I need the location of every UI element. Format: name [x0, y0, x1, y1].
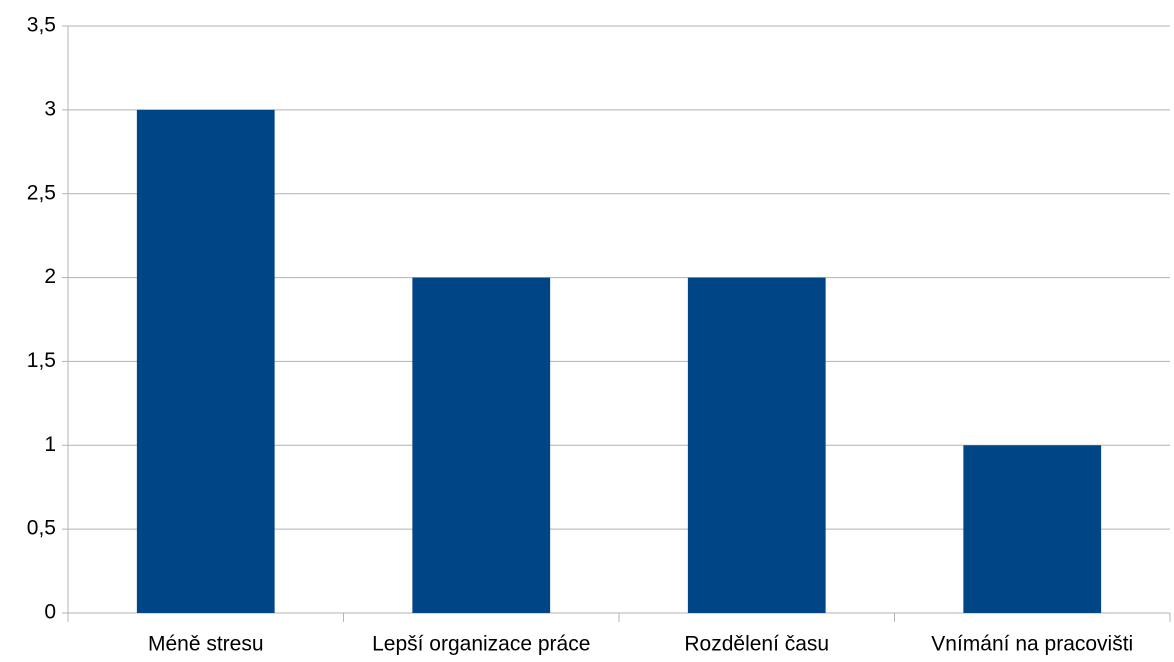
y-tick-label: 1	[44, 433, 56, 456]
x-tick-label: Lepší organizace práce	[372, 633, 590, 656]
bar	[963, 445, 1102, 613]
y-tick-label: 3	[44, 97, 56, 120]
x-tick-label: Rozdělení času	[684, 633, 829, 656]
bar	[687, 277, 826, 613]
y-tick-label: 1,5	[27, 349, 56, 372]
y-tick-label: 2	[44, 265, 56, 288]
y-tick-label: 3,5	[27, 14, 56, 37]
bar	[412, 277, 551, 613]
x-tick-label: Vnímání na pracovišti	[931, 633, 1133, 656]
x-tick-label: Méně stresu	[148, 633, 264, 656]
y-tick-label: 0	[44, 601, 56, 624]
bar	[136, 109, 275, 613]
y-tick-label: 2,5	[27, 181, 56, 204]
y-tick-label: 0,5	[27, 517, 56, 540]
